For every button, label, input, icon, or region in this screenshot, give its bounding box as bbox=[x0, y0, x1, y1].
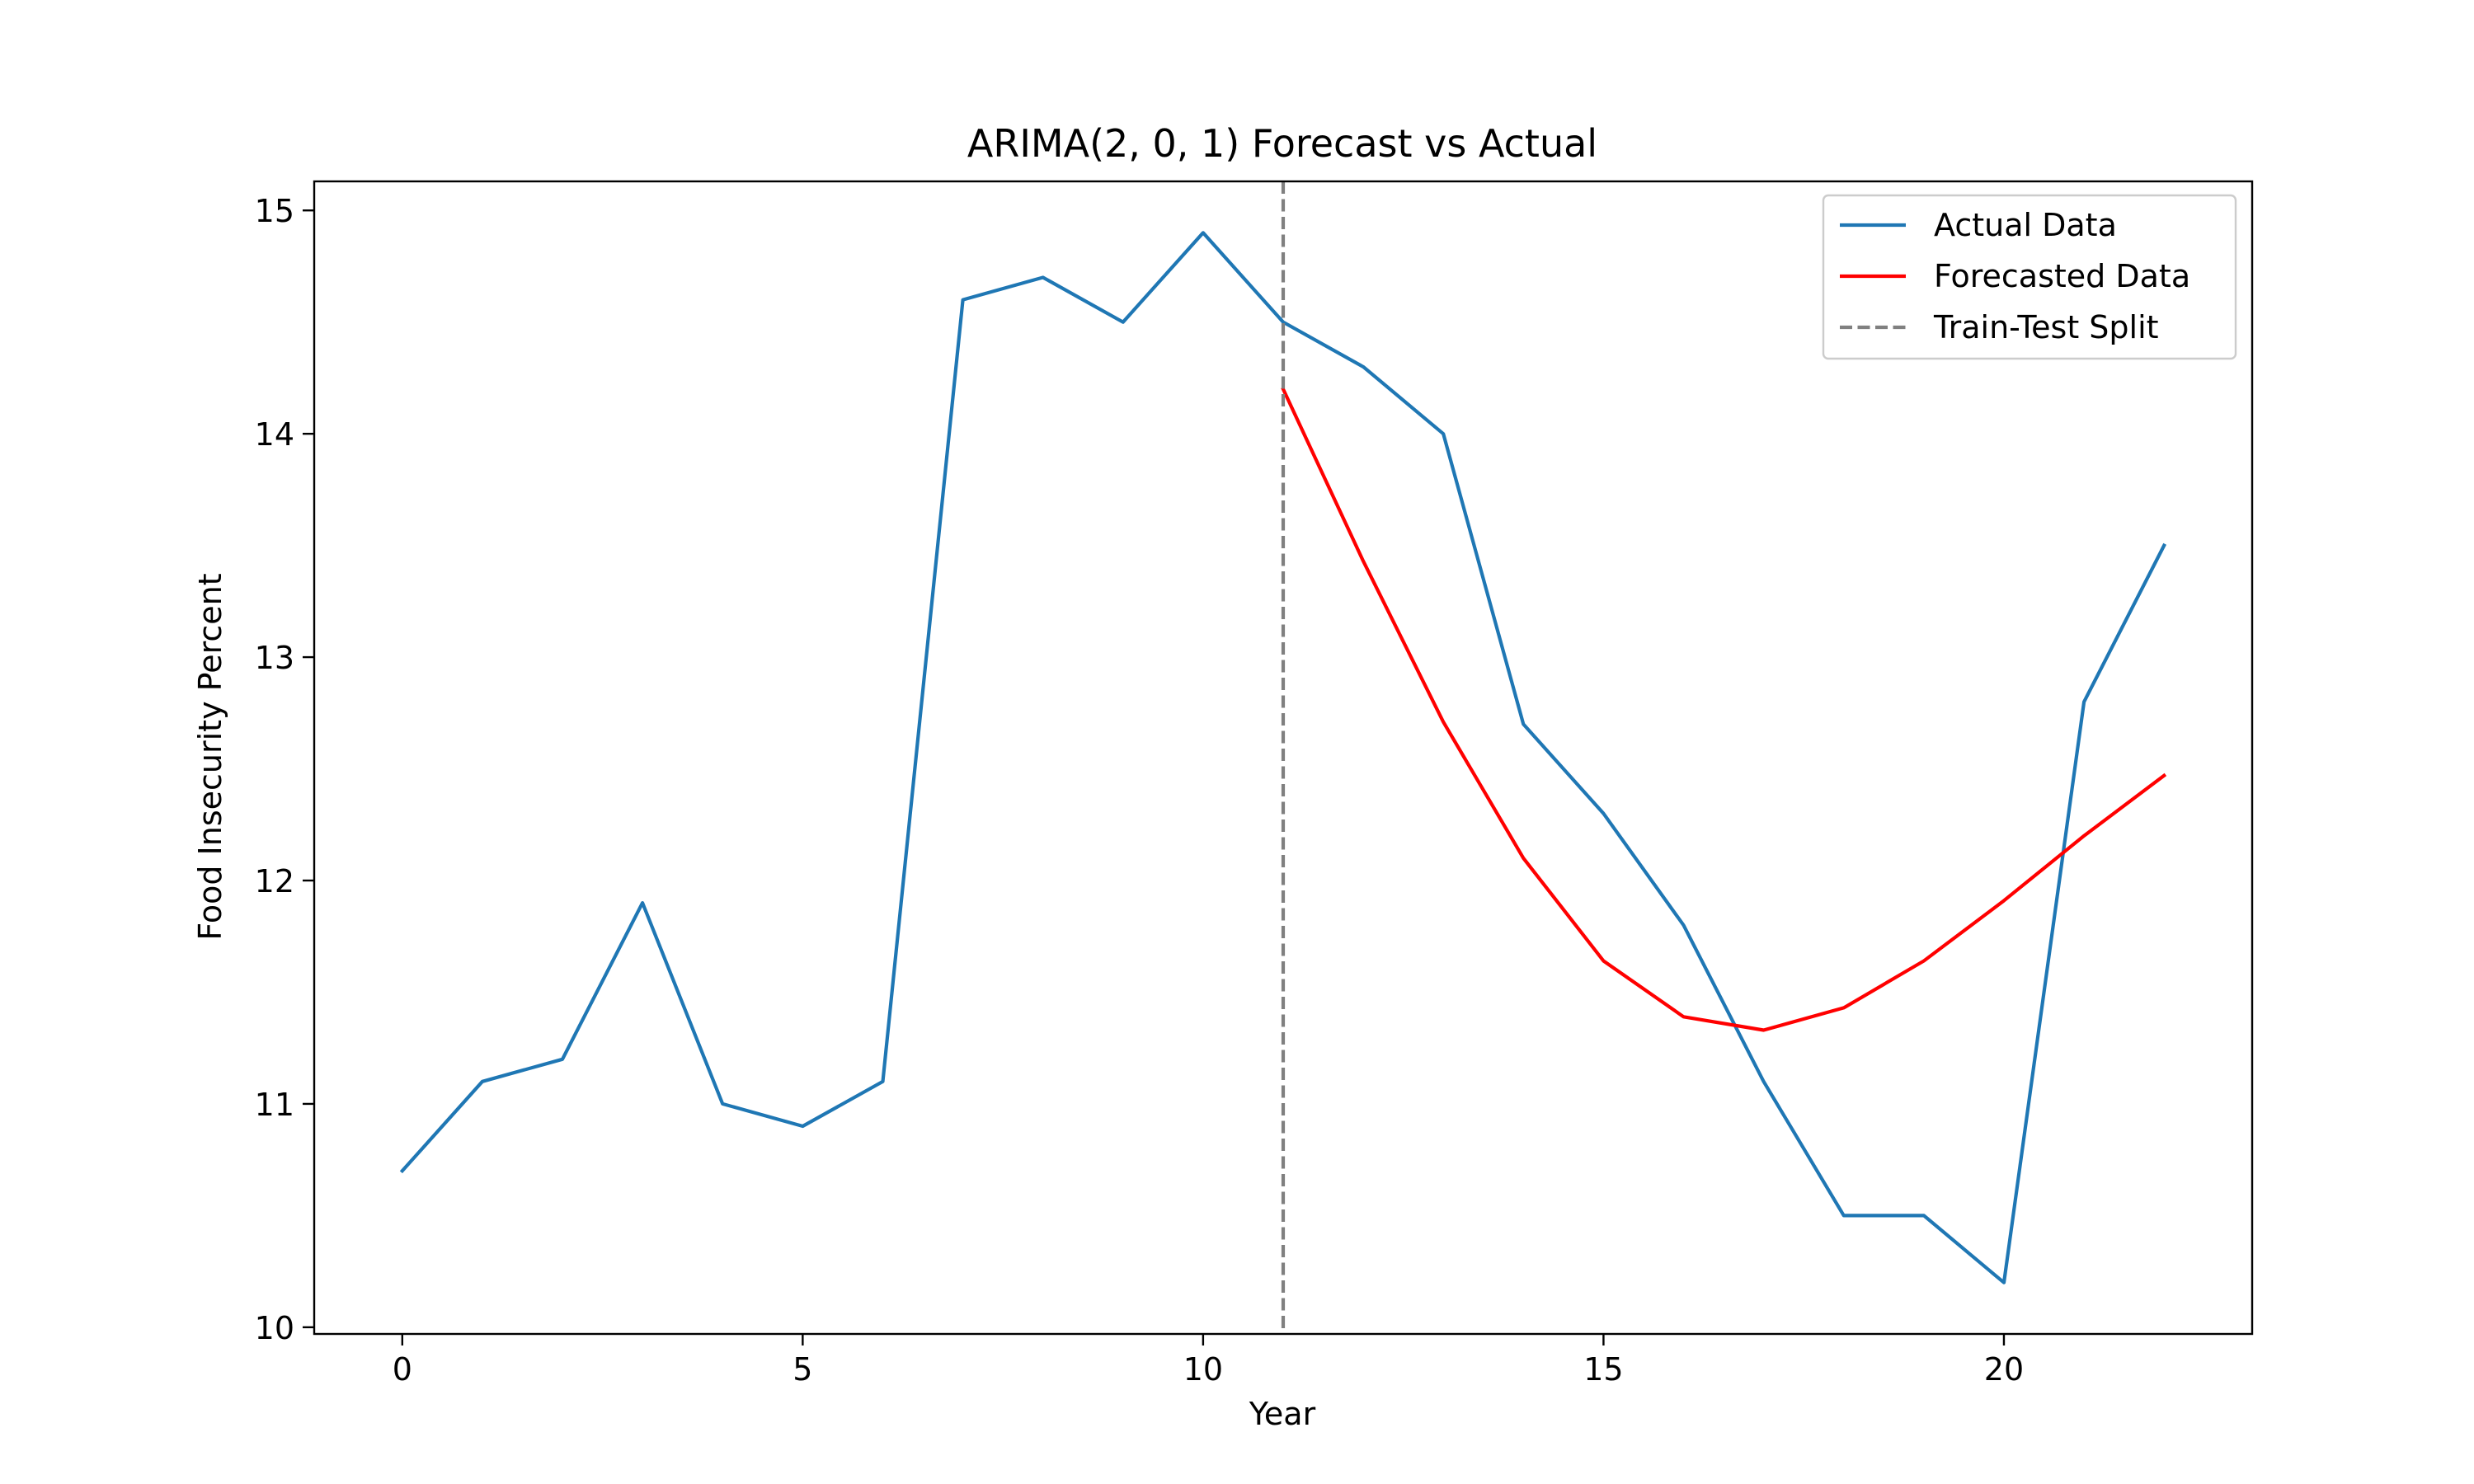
y-axis-label: Food Insecurity Percent bbox=[192, 573, 228, 940]
axes-frame bbox=[313, 180, 2254, 1336]
y-tick-label: 13 bbox=[255, 640, 294, 676]
legend-label-forecast: Forecasted Data bbox=[1934, 258, 2190, 294]
y-tick-label: 10 bbox=[255, 1310, 294, 1346]
x-tick-label: 20 bbox=[1984, 1351, 2024, 1388]
chart-title: ARIMA(2, 0, 1) Forecast vs Actual bbox=[967, 121, 1597, 166]
y-tick-label: 11 bbox=[255, 1087, 294, 1123]
y-tick-label: 14 bbox=[255, 416, 294, 453]
x-tick-label: 10 bbox=[1183, 1351, 1223, 1388]
x-tick-label: 0 bbox=[393, 1351, 412, 1388]
x-axis-label: Year bbox=[1249, 1396, 1316, 1432]
legend-label-split: Train-Test Split bbox=[1933, 309, 2159, 345]
plot-area: 0 5 10 15 20 10 11 12 13 14 15 bbox=[255, 180, 2254, 1388]
legend-box bbox=[1822, 194, 2237, 360]
x-tick-label: 15 bbox=[1583, 1351, 1623, 1388]
series-line-forecast bbox=[1281, 387, 2167, 1032]
legend-label-actual: Actual Data bbox=[1934, 207, 2117, 243]
y-tick-label: 15 bbox=[255, 193, 294, 229]
x-tick-label: 5 bbox=[793, 1351, 812, 1388]
series-line-actual bbox=[399, 231, 2167, 1284]
y-tick-label: 12 bbox=[255, 863, 294, 899]
legend: Actual Data Forecasted Data Train-Test Spl… bbox=[1822, 194, 2237, 360]
